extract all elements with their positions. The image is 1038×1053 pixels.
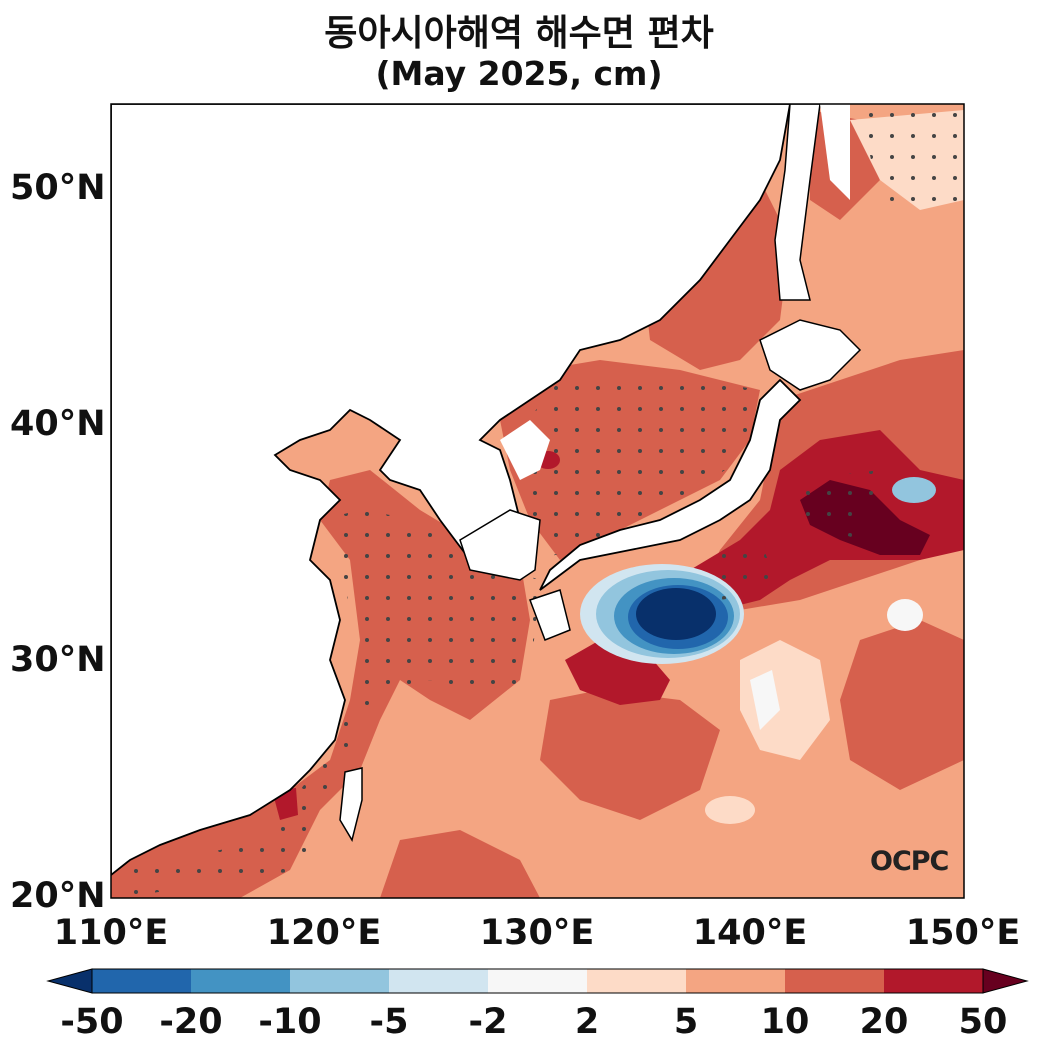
anomaly-10-20-east <box>840 620 964 790</box>
land-kyushu <box>529 589 571 641</box>
colorbar-outline <box>91 968 984 994</box>
colorbar-label: -5 <box>369 1002 409 1042</box>
lat-label-30: 30°N <box>10 640 106 680</box>
significance-stipple-extension <box>800 470 880 540</box>
land-japan-honshu <box>539 378 802 591</box>
significance-stipple-north <box>860 110 960 210</box>
colorbar-label: 20 <box>859 1002 909 1042</box>
lat-label-40: 40°N <box>10 404 106 444</box>
significance-stipple-east-sea <box>520 370 760 560</box>
anomaly-2-5-east <box>740 640 830 760</box>
colorbar-seg <box>785 969 884 993</box>
land-korea-north <box>500 420 550 480</box>
lon-label-120: 120°E <box>266 913 382 953</box>
colorbar-seg <box>587 969 686 993</box>
colorbar-seg <box>92 969 191 993</box>
land-hokkaido <box>759 319 862 391</box>
lon-label-140: 140°E <box>692 913 808 953</box>
lon-label-150: 150°E <box>905 913 1021 953</box>
ocpc-logo: OCPC <box>870 846 949 877</box>
colorbar-label: 10 <box>760 1002 810 1042</box>
colorbar-label: 5 <box>673 1002 699 1042</box>
map-frame <box>110 103 965 899</box>
land-sakhalin <box>774 104 821 301</box>
colorbar <box>46 968 1029 994</box>
colorbar-seg <box>290 969 389 993</box>
lon-label-110: 110°E <box>53 913 169 953</box>
colorbar-seg <box>488 969 587 993</box>
significance-stipple-japan-south <box>700 540 780 600</box>
anomaly-near-zero <box>750 670 780 730</box>
small-cold-eddy <box>892 477 936 503</box>
anomaly-10-20-scs <box>380 830 540 898</box>
eddy-core <box>636 588 716 640</box>
colorbar-label: -2 <box>468 1002 508 1042</box>
colorbar-extend-low <box>46 968 93 994</box>
colorbar-label: 50 <box>958 1002 1008 1042</box>
colorbar-seg <box>389 969 488 993</box>
land-okhotsk-coast <box>820 104 850 200</box>
map-subtitle: (May 2025, cm) <box>375 54 663 93</box>
map-field <box>111 104 964 898</box>
colorbar-seg <box>884 969 983 993</box>
anomaly-near-zero-east <box>887 599 923 631</box>
colorbar-label: -10 <box>258 1002 322 1042</box>
colorbar-seg <box>686 969 785 993</box>
colorbar-label: -50 <box>60 1002 124 1042</box>
anomaly-10-20-south <box>540 690 720 820</box>
colorbar-seg <box>191 969 290 993</box>
lat-label-50: 50°N <box>10 168 106 208</box>
land-korean-peninsula <box>459 509 541 581</box>
colorbar-label: -20 <box>159 1002 223 1042</box>
land-asia-mainland <box>111 104 791 877</box>
significance-stipple-west <box>120 510 540 898</box>
colorbar-extend-high <box>982 968 1029 994</box>
map-title: 동아시아해역 해수면 편차 <box>324 13 714 54</box>
lat-label-20: 20°N <box>10 876 106 916</box>
land-taiwan <box>339 767 363 842</box>
anomaly-2-5-south <box>705 796 755 824</box>
lon-label-130: 130°E <box>479 913 595 953</box>
colorbar-label: 2 <box>574 1002 600 1042</box>
